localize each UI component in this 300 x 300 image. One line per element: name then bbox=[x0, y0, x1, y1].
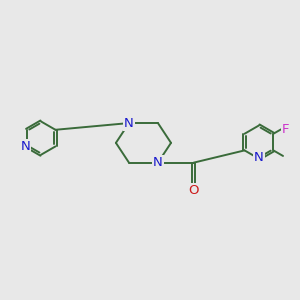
Text: N: N bbox=[254, 152, 264, 164]
Text: N: N bbox=[20, 140, 30, 153]
Text: O: O bbox=[188, 184, 199, 197]
Text: N: N bbox=[153, 156, 163, 169]
Text: F: F bbox=[282, 123, 290, 136]
Text: N: N bbox=[124, 117, 134, 130]
